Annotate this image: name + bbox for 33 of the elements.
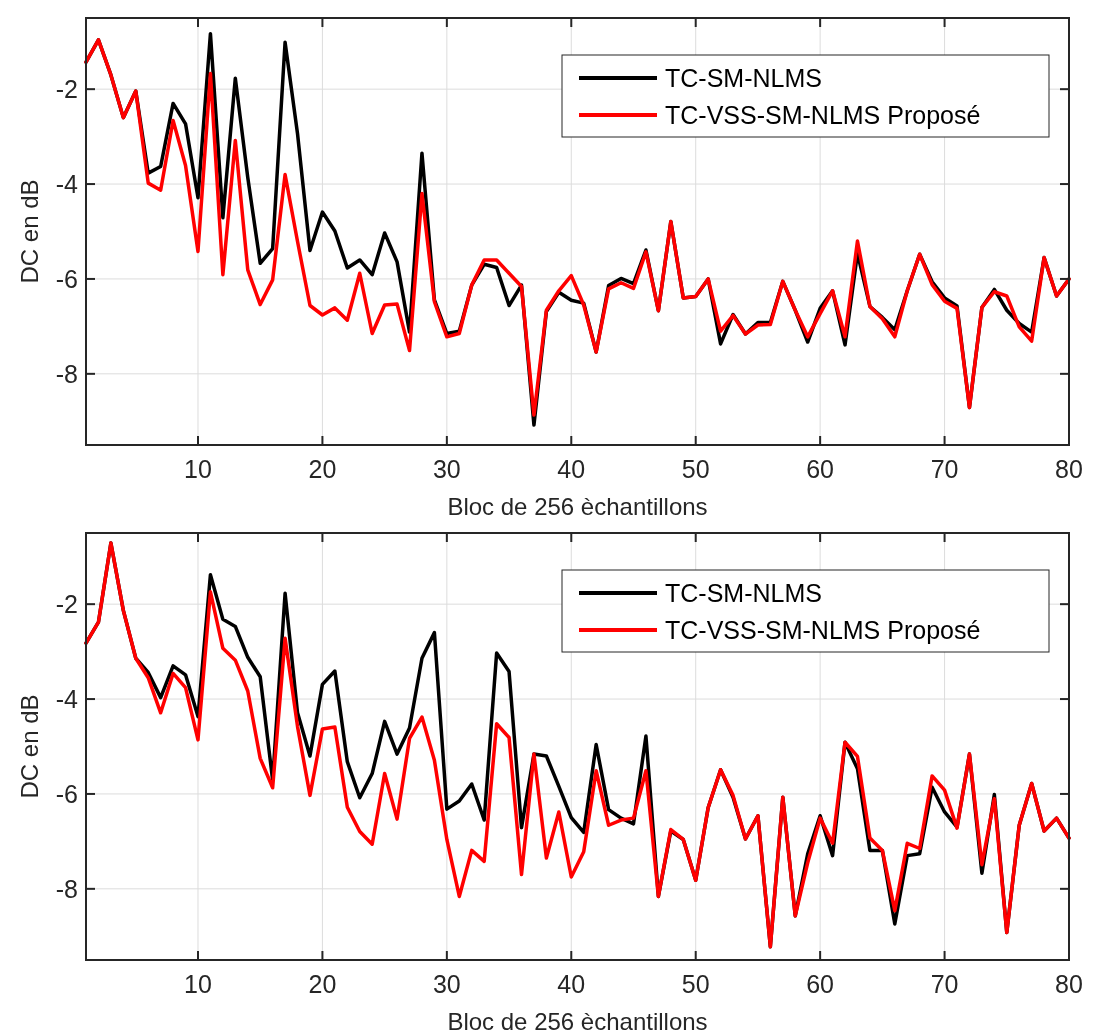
y-tick-label: -4: [55, 685, 79, 714]
y-tick-label: -6: [55, 779, 78, 808]
y-tick-label: -8: [55, 874, 78, 903]
x-tick-label: 60: [806, 970, 835, 998]
x-tick-label: 20: [308, 455, 337, 483]
x-tick-label: 10: [184, 455, 212, 483]
y-axis-title: DC en dB: [16, 179, 43, 284]
y-tick-label: -8: [55, 359, 78, 388]
x-tick-label: 40: [557, 455, 586, 483]
y-tick-label: -2: [55, 590, 78, 619]
y-tick-label: -4: [55, 170, 79, 199]
legend-label: TC-VSS-SM-NLMS Proposé: [665, 101, 981, 129]
x-tick-label: 30: [432, 455, 461, 483]
x-tick-label: 50: [681, 455, 710, 483]
y-axis-title: DC en dB: [16, 694, 43, 799]
x-tick-label: 40: [557, 970, 586, 998]
legend-label: TC-VSS-SM-NLMS Proposé: [665, 616, 981, 644]
x-tick-label: 70: [930, 970, 959, 998]
x-tick-label: 20: [308, 970, 337, 998]
x-tick-label: 10: [184, 970, 212, 998]
y-tick-label: -6: [55, 264, 78, 293]
line-series: [84, 541, 1071, 949]
x-tick-label: 80: [1055, 455, 1083, 483]
x-tick-label: 50: [681, 970, 710, 998]
x-tick-label: 70: [930, 455, 959, 483]
legend-label: TC-SM-NLMS: [665, 579, 822, 607]
x-axis-title: Bloc de 256 èchantillons: [447, 1008, 708, 1034]
legend-label: TC-SM-NLMS: [665, 64, 822, 92]
y-tick-label: -2: [55, 75, 78, 104]
x-tick-label: 60: [806, 455, 835, 483]
x-tick-label: 30: [432, 970, 461, 998]
x-tick-label: 80: [1055, 970, 1083, 998]
x-axis-title: Bloc de 256 èchantillons: [447, 493, 708, 520]
